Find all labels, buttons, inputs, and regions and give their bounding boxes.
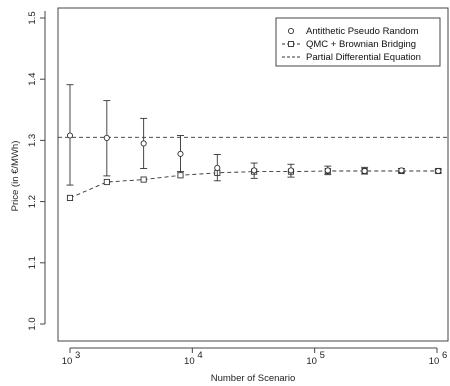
qmc-point xyxy=(66,194,74,201)
x-tick-exponent: 5 xyxy=(320,350,325,361)
antithetic-point xyxy=(435,167,442,175)
x-tick-exponent: 6 xyxy=(442,350,447,361)
x-tick-label: 10 xyxy=(429,356,440,367)
y-tick-label: 1.3 xyxy=(27,134,38,147)
x-tick-label: 10 xyxy=(306,356,317,367)
antithetic-point xyxy=(287,167,295,174)
antithetic-point xyxy=(398,167,405,174)
y-tick-label: 1.4 xyxy=(27,73,38,86)
x-tick-label: 10 xyxy=(62,356,73,367)
antithetic-point xyxy=(140,140,147,147)
qmc-point xyxy=(140,176,147,183)
antithetic-point xyxy=(251,167,258,174)
qmc-point xyxy=(177,172,184,179)
plot-frame xyxy=(57,7,449,342)
qmc-line xyxy=(69,170,439,199)
y-tick-label: 1.2 xyxy=(27,195,38,208)
x-axis-label: Number of Scenario xyxy=(211,373,295,384)
legend-box xyxy=(275,17,441,67)
antithetic-point xyxy=(324,167,331,174)
legend-label-pde: Partial Differential Equation xyxy=(306,52,421,63)
x-tick-exponent: 3 xyxy=(75,350,80,361)
qmc-point xyxy=(103,178,110,186)
legend: Antithetic Pseudo Random QMC + Brownian … xyxy=(275,17,441,67)
y-tick-label: 1.1 xyxy=(27,256,38,269)
x-tick-label: 10 xyxy=(184,356,195,367)
legend-circle-marker xyxy=(287,27,295,35)
y-ticks: 1.0 1.1 1.2 1.3 1.4 1.5 xyxy=(27,11,45,331)
y-tick-label: 1.5 xyxy=(27,11,38,24)
y-axis-label: Price (in €/MWh) xyxy=(10,141,21,212)
y-tick-label: 1.0 xyxy=(27,317,38,330)
antithetic-point xyxy=(214,164,221,171)
antithetic-point xyxy=(103,134,110,142)
antithetic-point xyxy=(177,150,184,157)
antithetic-series xyxy=(66,84,442,186)
legend-square-marker xyxy=(288,41,294,47)
legend-label-antithetic: Antithetic Pseudo Random xyxy=(306,26,419,37)
antithetic-point xyxy=(361,167,368,175)
legend-label-qmc: QMC + Brownian Bridging xyxy=(306,39,416,50)
antithetic-point xyxy=(66,132,74,139)
x-tick-exponent: 4 xyxy=(197,350,202,361)
